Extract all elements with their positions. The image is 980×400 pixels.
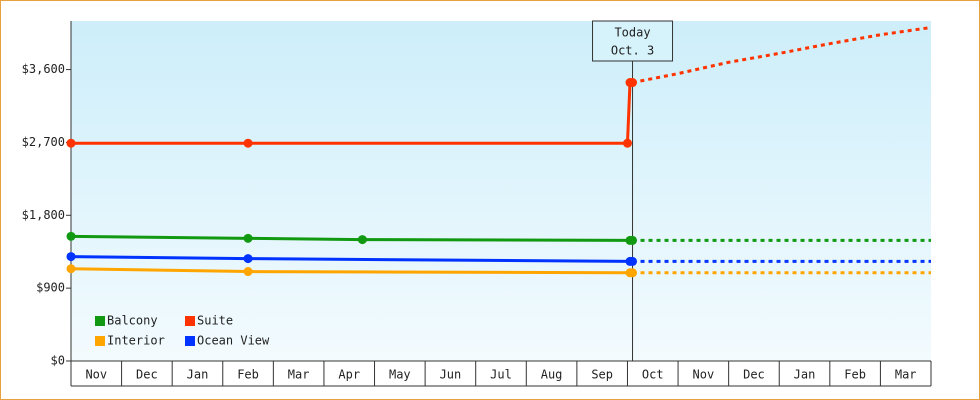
x-tick-label: Jul	[490, 368, 512, 382]
data-point	[243, 267, 253, 277]
x-tick-label: Feb	[237, 368, 259, 382]
legend-swatch	[95, 316, 105, 326]
y-tick-label: $3,600	[22, 62, 65, 76]
x-tick-label: Jun	[440, 368, 462, 382]
data-point	[243, 233, 253, 243]
data-point	[66, 252, 76, 262]
data-point	[66, 264, 76, 274]
x-tick-label: Nov	[693, 368, 715, 382]
legend-label: Interior	[107, 334, 165, 348]
x-tick-label: Mar	[288, 368, 310, 382]
x-tick-label: Mar	[895, 368, 917, 382]
x-tick-label: Sep	[591, 368, 613, 382]
x-tick-label: Dec	[743, 368, 765, 382]
legend-swatch	[185, 336, 195, 346]
data-point	[628, 235, 638, 245]
legend-swatch	[185, 316, 195, 326]
x-tick-label: Jan	[794, 368, 816, 382]
legend-swatch	[95, 336, 105, 346]
y-tick-label: $2,700	[22, 135, 65, 149]
x-tick-label: Aug	[541, 368, 563, 382]
plot-area	[71, 21, 931, 361]
data-point	[357, 235, 367, 245]
legend-label: Suite	[197, 314, 233, 328]
data-point	[628, 78, 638, 88]
today-date: Oct. 3	[611, 44, 654, 58]
legend-label: Balcony	[107, 314, 158, 328]
today-box	[592, 20, 674, 62]
data-point	[628, 256, 638, 266]
data-point	[66, 231, 76, 241]
x-tick-label: Oct	[642, 368, 664, 382]
x-tick-label: Nov	[85, 368, 107, 382]
today-label: Today	[614, 26, 650, 40]
x-tick-label: Apr	[338, 368, 360, 382]
x-tick-label: Jan	[187, 368, 209, 382]
y-tick-label: $900	[36, 281, 65, 295]
series-line	[70, 234, 631, 242]
data-point	[66, 138, 76, 148]
data-point	[622, 138, 632, 148]
x-tick-label: Dec	[136, 368, 158, 382]
x-tick-label: May	[389, 368, 411, 382]
y-tick-label: $1,800	[22, 208, 65, 222]
data-point	[243, 254, 253, 264]
y-tick-label: $0	[51, 354, 65, 368]
x-tick-label: Feb	[844, 368, 866, 382]
data-point	[243, 138, 253, 148]
legend-label: Ocean View	[197, 334, 270, 348]
data-point	[628, 268, 638, 278]
series-line	[71, 82, 632, 145]
